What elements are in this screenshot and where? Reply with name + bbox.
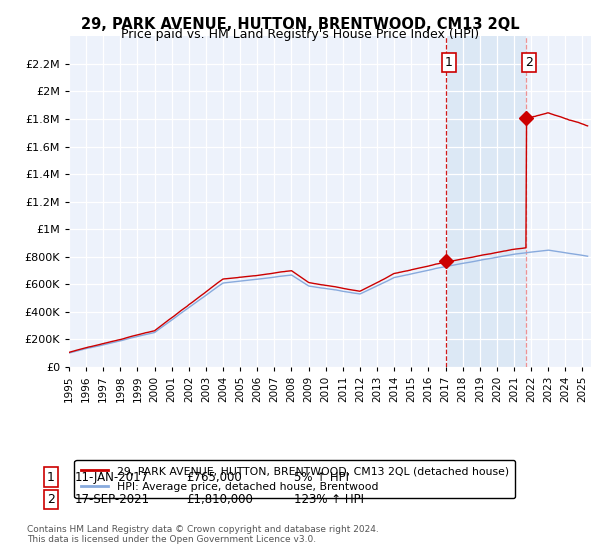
Text: 29, PARK AVENUE, HUTTON, BRENTWOOD, CM13 2QL: 29, PARK AVENUE, HUTTON, BRENTWOOD, CM13… <box>80 17 520 32</box>
Text: Price paid vs. HM Land Registry's House Price Index (HPI): Price paid vs. HM Land Registry's House … <box>121 28 479 41</box>
Text: £1,810,000: £1,810,000 <box>186 493 253 506</box>
Legend: 29, PARK AVENUE, HUTTON, BRENTWOOD, CM13 2QL (detached house), HPI: Average pric: 29, PARK AVENUE, HUTTON, BRENTWOOD, CM13… <box>74 460 515 498</box>
Text: £765,000: £765,000 <box>186 470 242 484</box>
Bar <box>446 36 526 367</box>
Text: 17-SEP-2021: 17-SEP-2021 <box>75 493 150 506</box>
Text: 5% ↑ HPI: 5% ↑ HPI <box>294 470 349 484</box>
Text: 1: 1 <box>445 57 452 69</box>
Text: 123% ↑ HPI: 123% ↑ HPI <box>294 493 364 506</box>
Text: 11-JAN-2017: 11-JAN-2017 <box>75 470 149 484</box>
Text: 2: 2 <box>525 57 533 69</box>
Text: Contains HM Land Registry data © Crown copyright and database right 2024.
This d: Contains HM Land Registry data © Crown c… <box>27 525 379 544</box>
Text: 1: 1 <box>47 470 55 484</box>
Text: 2: 2 <box>47 493 55 506</box>
